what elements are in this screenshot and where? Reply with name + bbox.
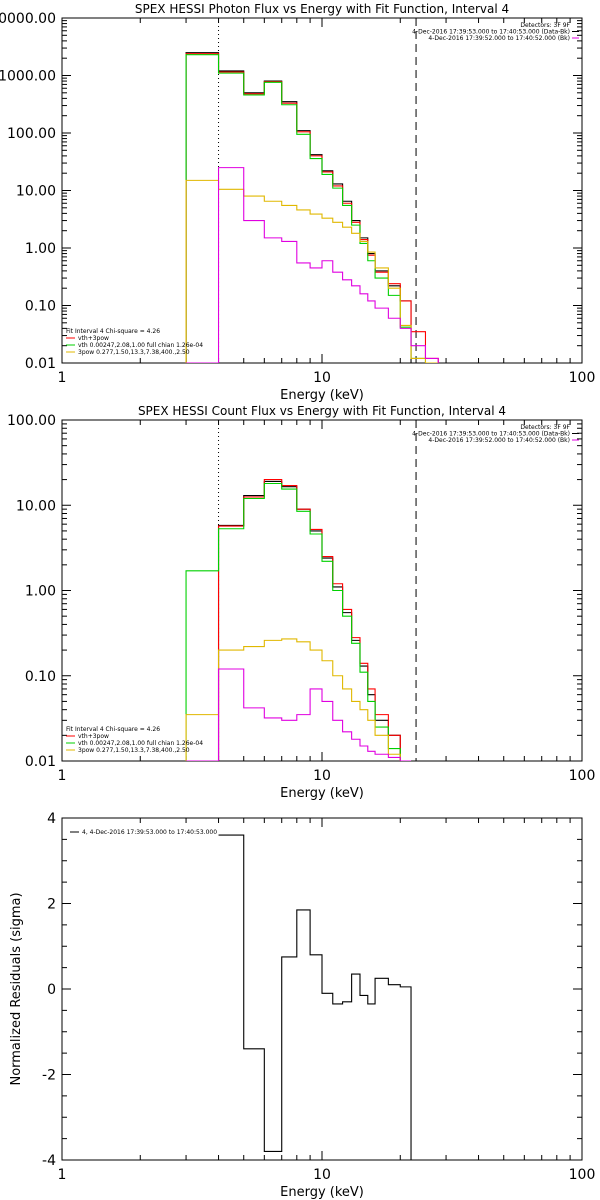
y-tick-label: 2 xyxy=(47,897,56,913)
series-magenta-line xyxy=(186,668,412,761)
y-tick-label: -2 xyxy=(42,1068,56,1084)
y-tick-label: 0.10 xyxy=(25,299,56,315)
legend-entry: 4, 4-Dec-2016 17:39:53.000 to 17:40:53.0… xyxy=(82,829,217,836)
x-tick-label: 10 xyxy=(313,1167,331,1183)
legend-entry: vth 0.00247,2.08,1.00 full chian 1.26e-0… xyxy=(78,342,203,349)
legend-entry: 4-Dec-2016 17:39:52.000 to 17:40:52.000 … xyxy=(428,437,570,444)
legend-entry: 3pow 0.277,1.50,13.3,7.38,400.,2.50 xyxy=(78,349,190,356)
y-tick-label: 1.00 xyxy=(25,241,56,257)
y-tick-label: 0.01 xyxy=(25,356,56,372)
y-tick-label: 0.01 xyxy=(25,754,56,770)
chart-title: SPEX HESSI Photon Flux vs Energy with Fi… xyxy=(135,2,509,16)
y-axis-label: Normalized Residuals (sigma) xyxy=(9,892,24,1085)
series-yellow-line xyxy=(185,638,412,761)
x-tick-label: 10 xyxy=(313,768,331,784)
legend-entry: Detectors: 3F 9F xyxy=(520,424,570,431)
series-black-line xyxy=(186,480,412,761)
legend-entry: Fit Interval 4 Chi-square = 4.26 xyxy=(66,328,160,335)
x-axis-label: Energy (keV) xyxy=(280,1185,364,1200)
x-axis-label: Energy (keV) xyxy=(280,786,364,801)
legend-entry: Detectors: 3F 9F xyxy=(520,22,570,29)
series-black-line xyxy=(185,52,439,363)
plot-frame xyxy=(61,17,583,364)
legend-entry: 4-Dec-2016 17:39:53.000 to 17:40:53.000 … xyxy=(412,431,570,438)
y-tick-label: 10000.00 xyxy=(0,11,56,27)
y-tick-label: 10.00 xyxy=(16,498,56,514)
x-tick-label: 1 xyxy=(58,370,67,386)
x-tick-label: 100 xyxy=(569,768,596,784)
y-tick-label: 4 xyxy=(47,811,56,827)
x-tick-label: 100 xyxy=(569,370,596,386)
y-tick-label: 1000.00 xyxy=(0,69,56,85)
series-red-line xyxy=(186,479,412,761)
plot-frame xyxy=(61,419,583,762)
x-tick-label: 100 xyxy=(569,1167,596,1183)
legend-entry: 3pow 0.277,1.50,13.3,7.38,400.,2.50 xyxy=(78,747,190,754)
legend-entry: 4-Dec-2016 17:39:52.000 to 17:40:52.000 … xyxy=(428,35,570,42)
legend-entry: vth 0.00247,2.08,1.00 full chian 1.26e-0… xyxy=(78,740,203,747)
chart-title: SPEX HESSI Count Flux vs Energy with Fit… xyxy=(138,404,506,418)
series-black-line xyxy=(218,834,412,1160)
legend-entry: Fit Interval 4 Chi-square = 4.26 xyxy=(66,726,160,733)
chart-panel-2: SPEX HESSI Count Flux vs Energy with Fit… xyxy=(7,404,595,801)
legend-entry: vth+3pow xyxy=(78,335,109,342)
series-yellow-line xyxy=(185,179,439,363)
chart-panel-3: 1 10 100 Energy (keV) -4 -2 0 2 4 Normalized Resi… xyxy=(9,811,595,1200)
y-tick-label: -4 xyxy=(42,1153,56,1169)
x-tick-label: 1 xyxy=(58,768,67,784)
x-axis-label: Energy (keV) xyxy=(280,388,364,403)
series-green-line xyxy=(185,482,412,761)
y-tick-label: 100.00 xyxy=(7,126,56,142)
x-tick-label: 10 xyxy=(313,370,331,386)
legend-entry: vth+3pow xyxy=(78,733,109,740)
y-tick-label: 100.00 xyxy=(7,413,56,429)
series-magenta-line xyxy=(186,167,439,363)
x-tick-label: 1 xyxy=(58,1167,67,1183)
y-tick-label: 10.00 xyxy=(16,184,56,200)
y-tick-label: 0 xyxy=(47,982,56,998)
legend-entry: 4-Dec-2016 17:39:53.000 to 17:40:53.000 … xyxy=(412,29,570,36)
y-tick-label: 1.00 xyxy=(25,584,56,600)
y-tick-label: 0.10 xyxy=(25,669,56,685)
chart-panel-1: SPEX HESSI Photon Flux vs Energy with Fi… xyxy=(0,2,595,403)
